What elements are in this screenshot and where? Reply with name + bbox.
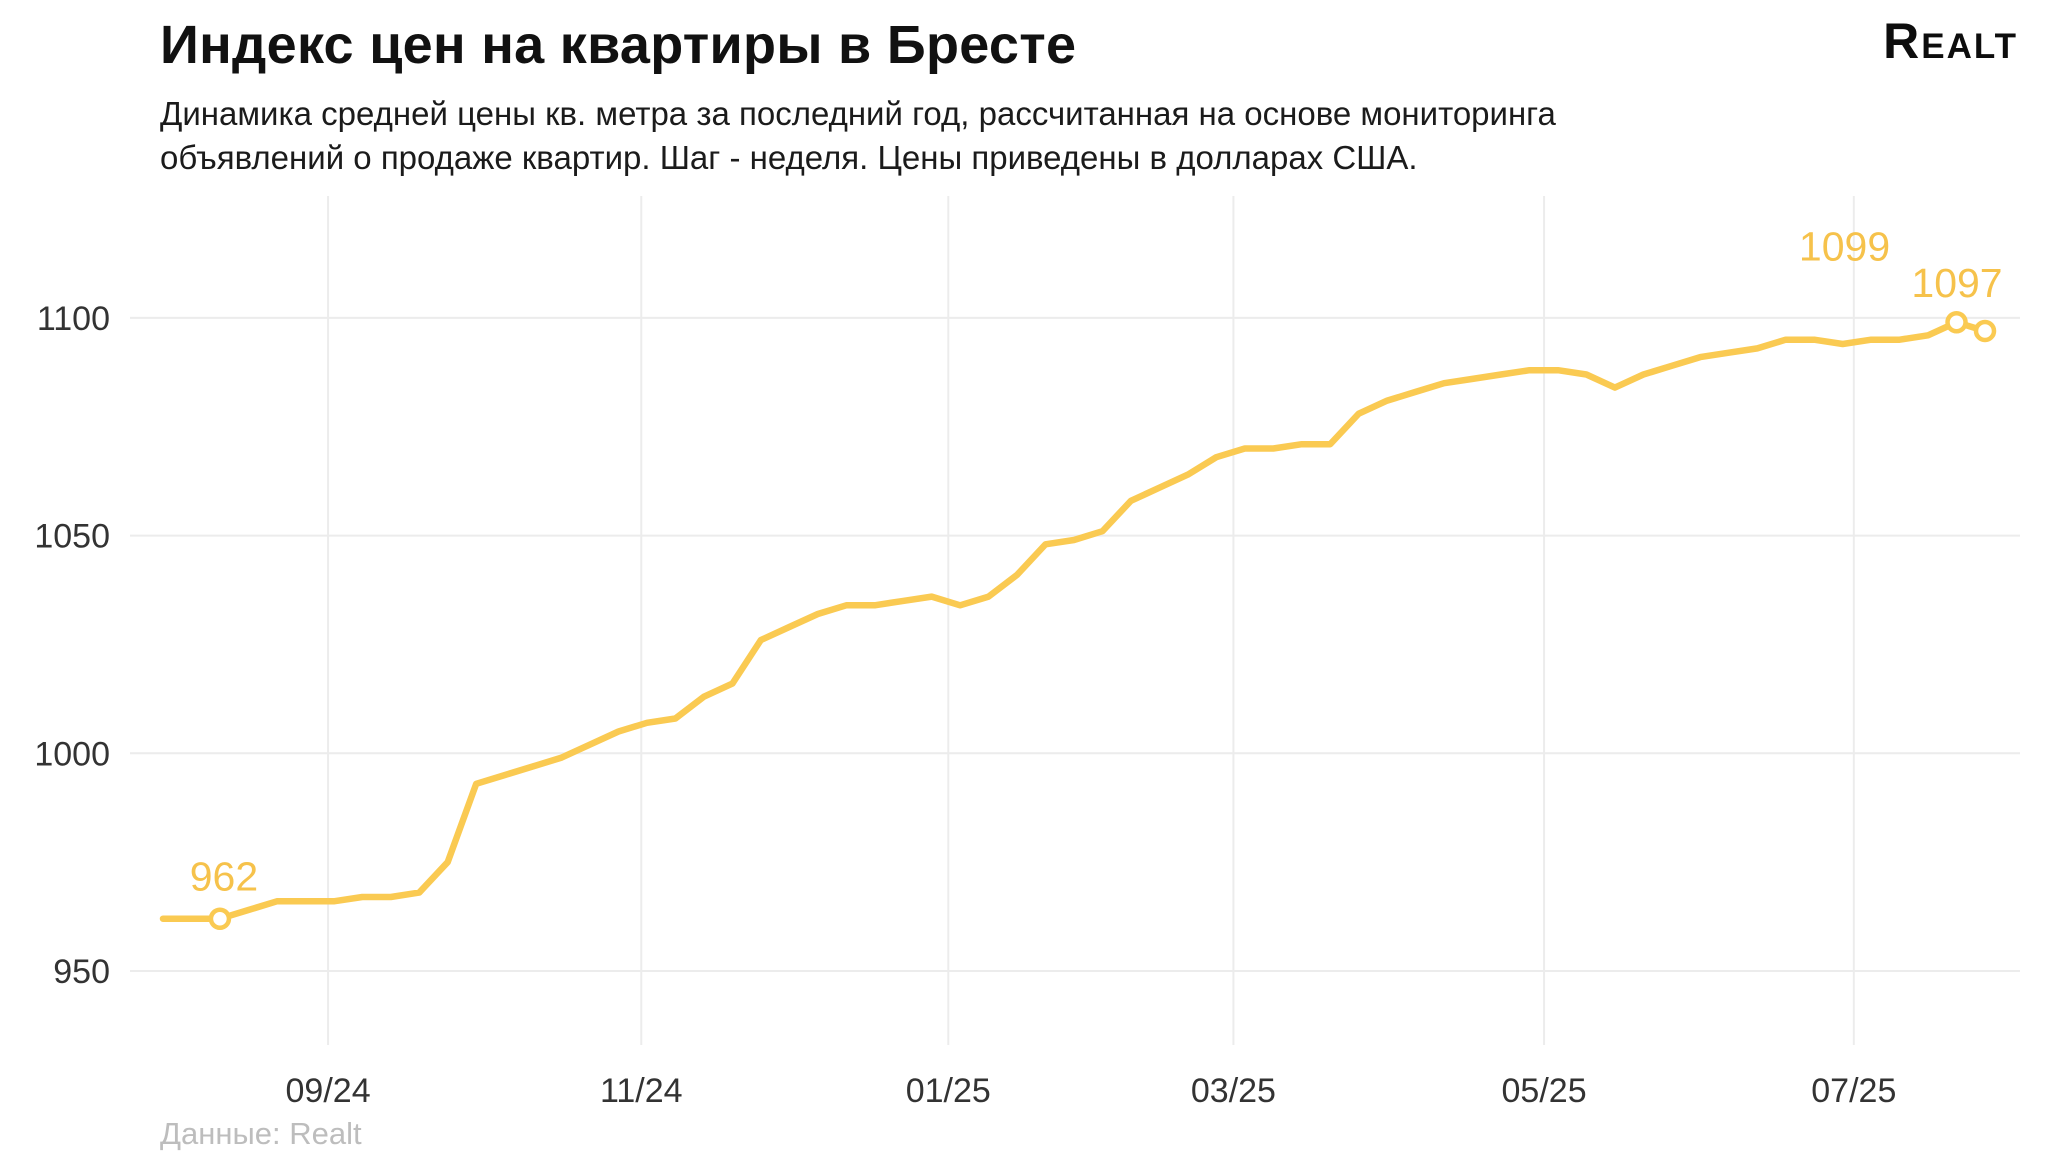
data-source: Данные: Realt	[160, 1116, 362, 1151]
data-point-marker	[1973, 319, 1997, 343]
x-axis-label: 09/24	[286, 1072, 371, 1110]
data-point-marker	[208, 907, 232, 930]
y-axis-label: 1100	[37, 300, 110, 338]
x-axis-label: 07/25	[1811, 1072, 1896, 1110]
x-axis-label: 03/25	[1191, 1072, 1276, 1110]
data-point-marker	[1945, 311, 1968, 334]
x-axis-label: 05/25	[1502, 1072, 1587, 1110]
realt-logo: Realt	[1883, 13, 2018, 69]
price-line	[159, 319, 1989, 922]
data-point-label: 1097	[1911, 260, 2002, 306]
x-axis-label: 11/24	[600, 1072, 683, 1110]
x-axis-label: 01/25	[906, 1072, 991, 1110]
y-axis-label: 1050	[34, 518, 110, 556]
page-subtitle: Динамика средней цены кв. метра за после…	[160, 95, 1556, 176]
header: Индекс цен на квартиры в Бресте Динамика…	[160, 14, 2020, 179]
data-point-label: 1099	[1799, 223, 1890, 269]
y-axis-label: 950	[53, 953, 110, 991]
page-title: Индекс цен на квартиры в Бресте	[160, 15, 1077, 75]
data-point-label: 962	[190, 854, 258, 900]
y-axis-label: 1000	[34, 735, 110, 773]
